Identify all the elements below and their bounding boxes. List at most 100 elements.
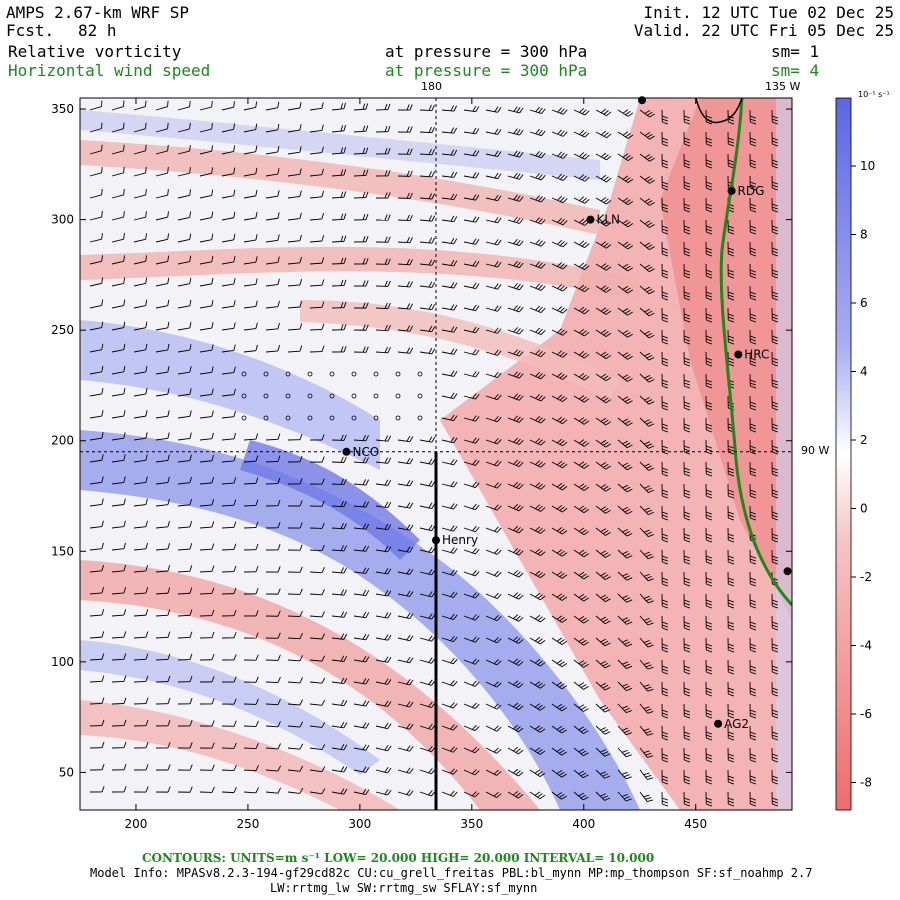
wind-barb xyxy=(331,174,344,177)
wind-barb-flag xyxy=(600,373,607,378)
wind-barb-flag xyxy=(211,123,213,130)
wind-barb-flag xyxy=(472,282,477,289)
wind-barb xyxy=(89,504,102,507)
wind-barb-flag xyxy=(578,483,585,488)
wind-barb-flag xyxy=(705,379,712,383)
wind-barb xyxy=(485,395,498,401)
wind-barb-flag xyxy=(475,261,480,267)
model-info-line2: LW:rrtmg_lw SW:rrtmg_sw SFLAY:sf_mynn xyxy=(270,881,538,895)
wind-barb-flag xyxy=(472,658,477,664)
wind-barb-flag xyxy=(233,764,237,771)
wind-barb-flag xyxy=(772,187,779,191)
wind-barb-flag xyxy=(602,662,609,667)
wind-barb-flag xyxy=(387,590,392,597)
wind-barb-flag xyxy=(211,344,214,351)
wind-barb-flag xyxy=(648,356,655,361)
wind-barb-flag xyxy=(728,539,735,543)
wind-barb-flag xyxy=(428,215,433,222)
wind-barb-flag xyxy=(750,118,756,122)
wind-barb-flag xyxy=(472,636,477,642)
wind-barb-flag xyxy=(537,439,543,445)
wind-barb-flag xyxy=(406,502,411,508)
wind-barb-flag xyxy=(471,702,477,708)
wind-barb-flag xyxy=(167,343,170,350)
wind-barb-flag xyxy=(145,321,148,328)
wind-barb-flag xyxy=(645,774,652,778)
wind-barb-flag xyxy=(624,663,631,667)
wind-barb-flag xyxy=(145,454,148,461)
wind-barb-flag xyxy=(406,148,410,155)
wind-barb-flag xyxy=(705,357,712,361)
wind-barb-flag xyxy=(706,184,712,188)
wind-barb-flag xyxy=(211,543,215,550)
wind-barb xyxy=(617,769,627,780)
wind-barb-flag xyxy=(605,244,612,249)
wind-barb-flag xyxy=(453,216,458,222)
wind-barb xyxy=(155,216,168,221)
wind-barb-flag xyxy=(406,789,411,795)
wind-barb-flag xyxy=(518,771,524,777)
wind-barb xyxy=(133,172,146,177)
wind-barb-flag xyxy=(771,643,778,647)
calm-marker xyxy=(417,371,423,377)
wind-barb-flag xyxy=(581,529,587,534)
wind-barb-flag xyxy=(728,624,734,628)
wind-barb-flag xyxy=(581,330,587,335)
wind-barb-flag xyxy=(622,131,629,136)
wind-barb-flag xyxy=(557,394,563,400)
wind-barb-flag xyxy=(538,240,543,246)
wind-barb-flag xyxy=(662,690,668,694)
wind-barb xyxy=(397,505,410,509)
wind-barb-flag xyxy=(472,127,477,134)
wind-barb xyxy=(419,153,433,156)
wind-barb-flag xyxy=(705,137,712,141)
wind-barb-flag xyxy=(624,553,631,557)
wind-barb xyxy=(243,195,256,199)
wind-barb-flag xyxy=(494,216,499,223)
wind-barb xyxy=(177,349,190,353)
wind-barb-flag xyxy=(255,344,258,351)
wind-barb xyxy=(89,614,102,617)
wind-barb xyxy=(485,439,498,445)
station-marker xyxy=(783,567,792,576)
wind-barb xyxy=(353,659,366,663)
wind-barb-flag xyxy=(646,399,653,403)
wind-barb-flag xyxy=(101,609,105,616)
wind-barb-flag xyxy=(534,659,541,664)
wind-barb xyxy=(243,217,256,221)
wind-barb-flag xyxy=(600,263,607,268)
wind-barb-flag xyxy=(428,126,432,133)
wind-barb-flag xyxy=(101,166,103,173)
valid-time: Valid. 22 UTC Fri 05 Dec 25 xyxy=(633,21,894,40)
wind-barb-flag xyxy=(643,617,650,621)
wind-barb-flag xyxy=(450,591,455,597)
wind-barb-flag xyxy=(540,241,546,247)
wind-barb-flag xyxy=(516,151,521,157)
wind-barb-flag xyxy=(750,561,757,565)
wind-barb-flag xyxy=(211,587,215,594)
wind-barb-flag xyxy=(299,433,303,440)
wind-barb-flag xyxy=(321,257,325,264)
wind-barb-flag xyxy=(603,220,609,225)
wind-barb-flag xyxy=(450,282,455,288)
wind-barb-flag xyxy=(101,719,105,726)
wind-barb-flag xyxy=(646,133,653,138)
wind-barb xyxy=(111,305,124,309)
wind-barb-flag xyxy=(557,328,563,333)
wind-barb-flag xyxy=(453,127,458,134)
wind-barb-flag xyxy=(662,143,669,147)
wind-barb-flag xyxy=(494,570,499,576)
wind-barb-flag xyxy=(603,331,609,336)
wind-barb-flag xyxy=(556,460,563,466)
wind-barb-flag xyxy=(453,282,458,289)
wind-barb xyxy=(309,769,322,773)
wind-barb-flag xyxy=(450,105,455,112)
wind-barb-flag xyxy=(255,720,259,727)
wind-barb-flag xyxy=(428,436,433,442)
wind-barb-flag xyxy=(624,641,631,645)
wind-barb-flag xyxy=(559,661,565,666)
wind-barb xyxy=(265,725,279,728)
wind-barb-flag xyxy=(365,479,370,486)
wind-barb-flag xyxy=(513,437,519,443)
